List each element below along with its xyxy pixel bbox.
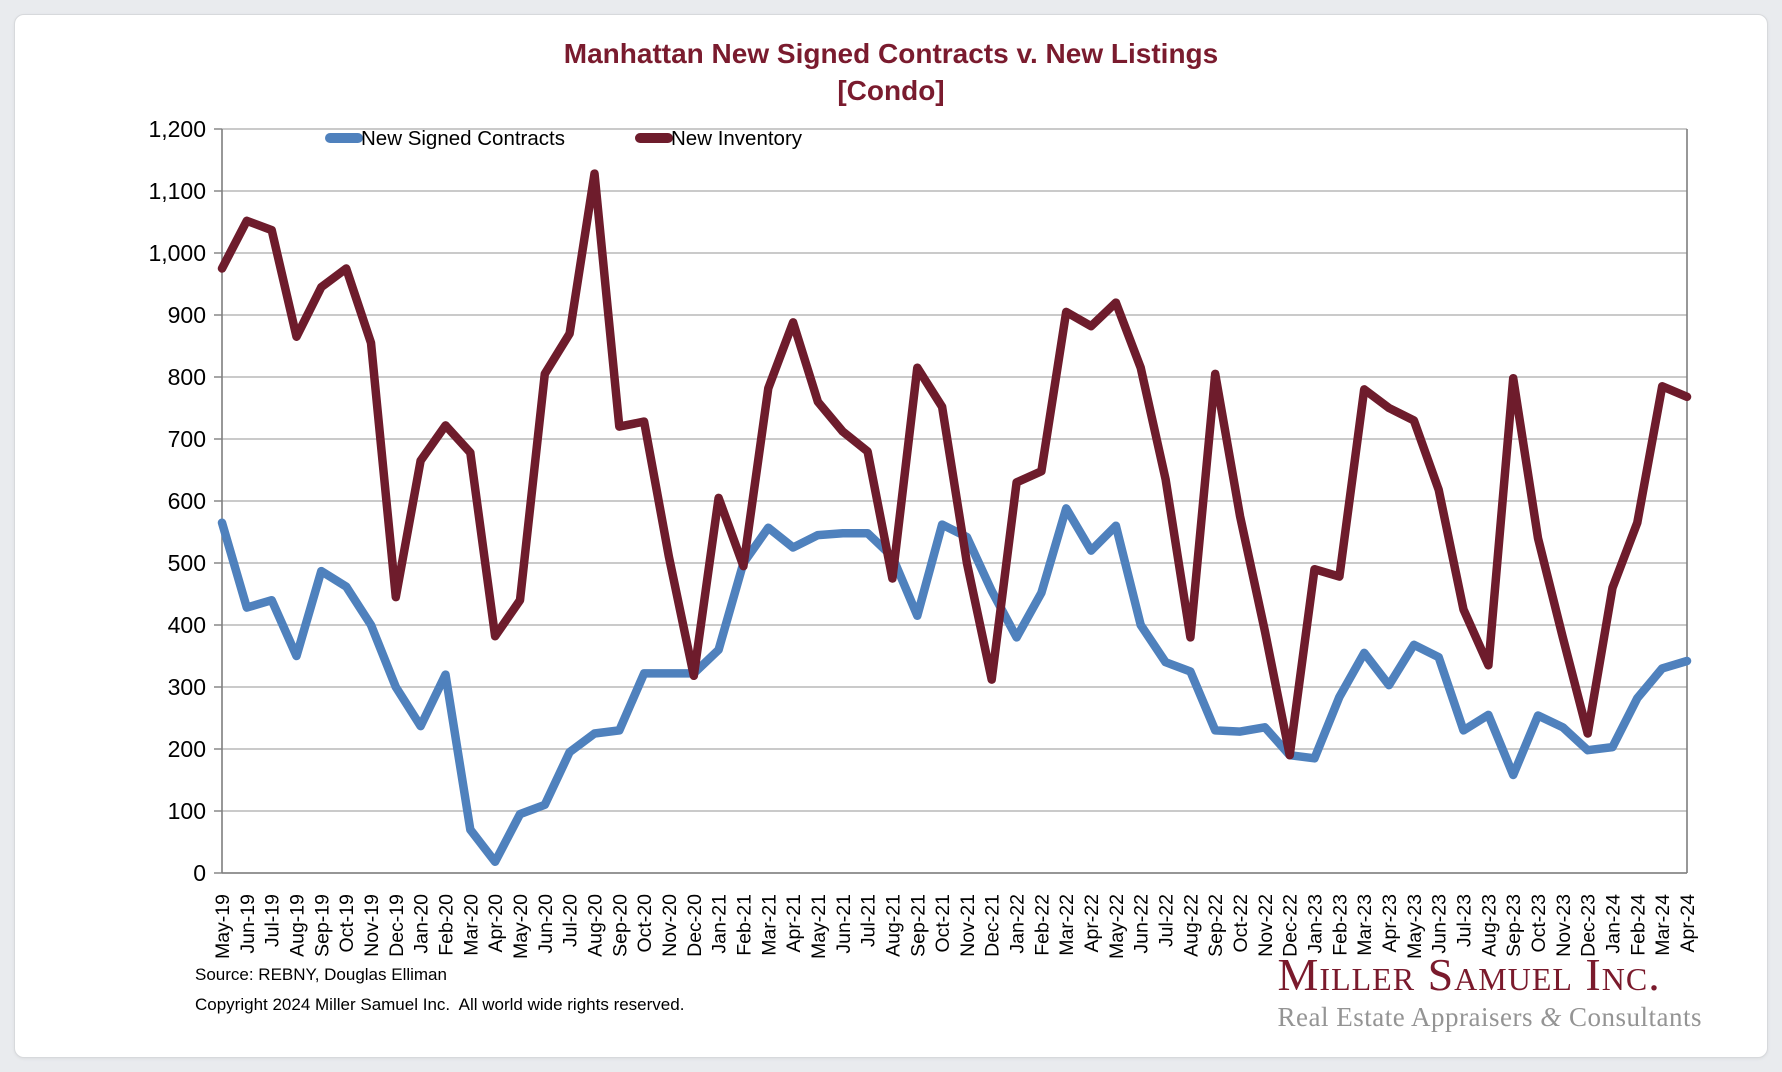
series-line-new-inventory [217,169,1692,760]
x-axis-label: Mar-21 [758,894,780,956]
x-axis-label: Jul-21 [858,894,880,947]
chart-title-line2: [Condo] [837,74,945,106]
x-axis-label: Nov-20 [659,894,681,957]
legend-label: New Signed Contracts [361,127,565,150]
x-axis-label: Oct-20 [634,894,656,953]
y-axis-label: 100 [168,798,206,824]
y-axis-label: 400 [168,612,206,638]
x-axis-label: Nov-21 [957,894,979,957]
miller-samuel-logo: Miller Samuel Inc. Real Estate Appraiser… [1278,952,1702,1033]
x-axis-label: Jun-22 [1131,894,1153,954]
chart-footer: Source: REBNY, Douglas Elliman Copyright… [195,960,684,1020]
y-axis-label: 700 [168,426,206,452]
chart-title: Manhattan New Signed Contracts v. New Li… [0,36,1782,110]
x-axis-label: Jul-20 [560,894,582,947]
x-axis-label: Oct-19 [336,894,358,953]
x-axis-label: Apr-24 [1677,894,1699,953]
x-axis-label: Oct-21 [932,894,954,953]
x-axis-label: Jun-19 [237,894,259,954]
x-axis-label: Jun-21 [833,894,855,954]
y-axis-label: 1,000 [148,240,206,266]
x-axis-label: Jun-20 [535,894,557,954]
x-axis-label: Oct-22 [1230,894,1252,953]
x-axis-label: Mar-20 [460,894,482,956]
x-axis-label: Feb-22 [1031,894,1053,956]
logo-tagline: Real Estate Appraisers & Consultants [1277,1002,1702,1032]
x-axis-label: Aug-23 [1478,894,1500,957]
logo-company-name: Miller Samuel Inc. [1277,949,1661,1000]
y-axis-label: 200 [168,736,206,762]
legend-label: New Inventory [671,127,803,150]
x-axis-label: Mar-24 [1652,894,1674,956]
x-axis-label: Jan-22 [1007,894,1029,954]
x-axis-label: Nov-19 [361,894,383,957]
source-note: Source: REBNY, Douglas Elliman [195,965,447,984]
x-axis-label: Sep-22 [1205,894,1227,957]
x-axis-label: Jun-23 [1429,894,1451,954]
x-axis-label: Aug-21 [882,894,904,957]
x-axis-label: Aug-22 [1180,894,1202,957]
x-axis-label: May-22 [1106,894,1128,959]
x-axis-label: Sep-19 [311,894,333,957]
x-axis-label: Aug-20 [584,894,606,957]
x-axis-label: May-19 [212,894,234,959]
x-axis-label: Jan-20 [411,894,433,954]
x-axis-label: Apr-21 [783,894,805,953]
logo-ampersand: & [1540,1002,1562,1032]
x-axis-label: Jan-23 [1305,894,1327,954]
x-axis-label: Apr-23 [1379,894,1401,953]
y-axis-label: 900 [168,302,206,328]
x-axis-label: Apr-22 [1081,894,1103,953]
x-axis-label: Dec-20 [684,894,706,957]
y-axis-label: 0 [193,860,206,886]
x-axis-label: Jul-22 [1156,894,1178,947]
x-axis-label: Oct-23 [1528,894,1550,953]
y-axis-label: 300 [168,674,206,700]
x-axis-label: Feb-21 [733,894,755,956]
x-axis-label: Nov-23 [1553,894,1575,957]
x-axis-label: Mar-22 [1056,894,1078,956]
x-axis-label: Dec-23 [1578,894,1600,957]
y-axis-label: 600 [168,488,206,514]
x-axis-label: Mar-23 [1354,894,1376,956]
x-axis-label: May-23 [1404,894,1426,959]
y-axis-label: 500 [168,550,206,576]
x-axis-label: Dec-21 [982,894,1004,957]
x-axis-label: Apr-20 [485,894,507,953]
y-axis-label: 1,200 [148,116,206,142]
x-axis-label: Sep-21 [907,894,929,957]
x-axis-label: Jul-19 [262,894,284,947]
x-axis-label: Sep-20 [609,894,631,957]
x-axis-label: Nov-22 [1255,894,1277,957]
y-axis-label: 1,100 [148,178,206,204]
copyright-note: Copyright 2024 Miller Samuel Inc. All wo… [195,994,685,1014]
x-axis-label: Jan-24 [1603,894,1625,954]
x-axis-label: Feb-20 [435,894,457,956]
y-axis-label: 800 [168,364,206,390]
series-line-new-signed-contracts [217,504,1692,867]
x-axis-label: May-20 [510,894,532,959]
x-axis-label: Dec-22 [1280,894,1302,957]
x-axis-label: Jul-23 [1454,894,1476,947]
x-axis-label: Feb-23 [1329,894,1351,956]
x-axis-label: Dec-19 [386,894,408,957]
x-axis-label: May-21 [808,894,830,959]
x-axis-label: Aug-19 [286,894,308,957]
x-axis-label: Sep-23 [1503,894,1525,957]
x-axis-label: Jan-21 [709,894,731,954]
chart-title-line1: Manhattan New Signed Contracts v. New Li… [563,38,1219,69]
chart-card [14,14,1768,1058]
x-axis-label: Feb-24 [1627,894,1649,956]
